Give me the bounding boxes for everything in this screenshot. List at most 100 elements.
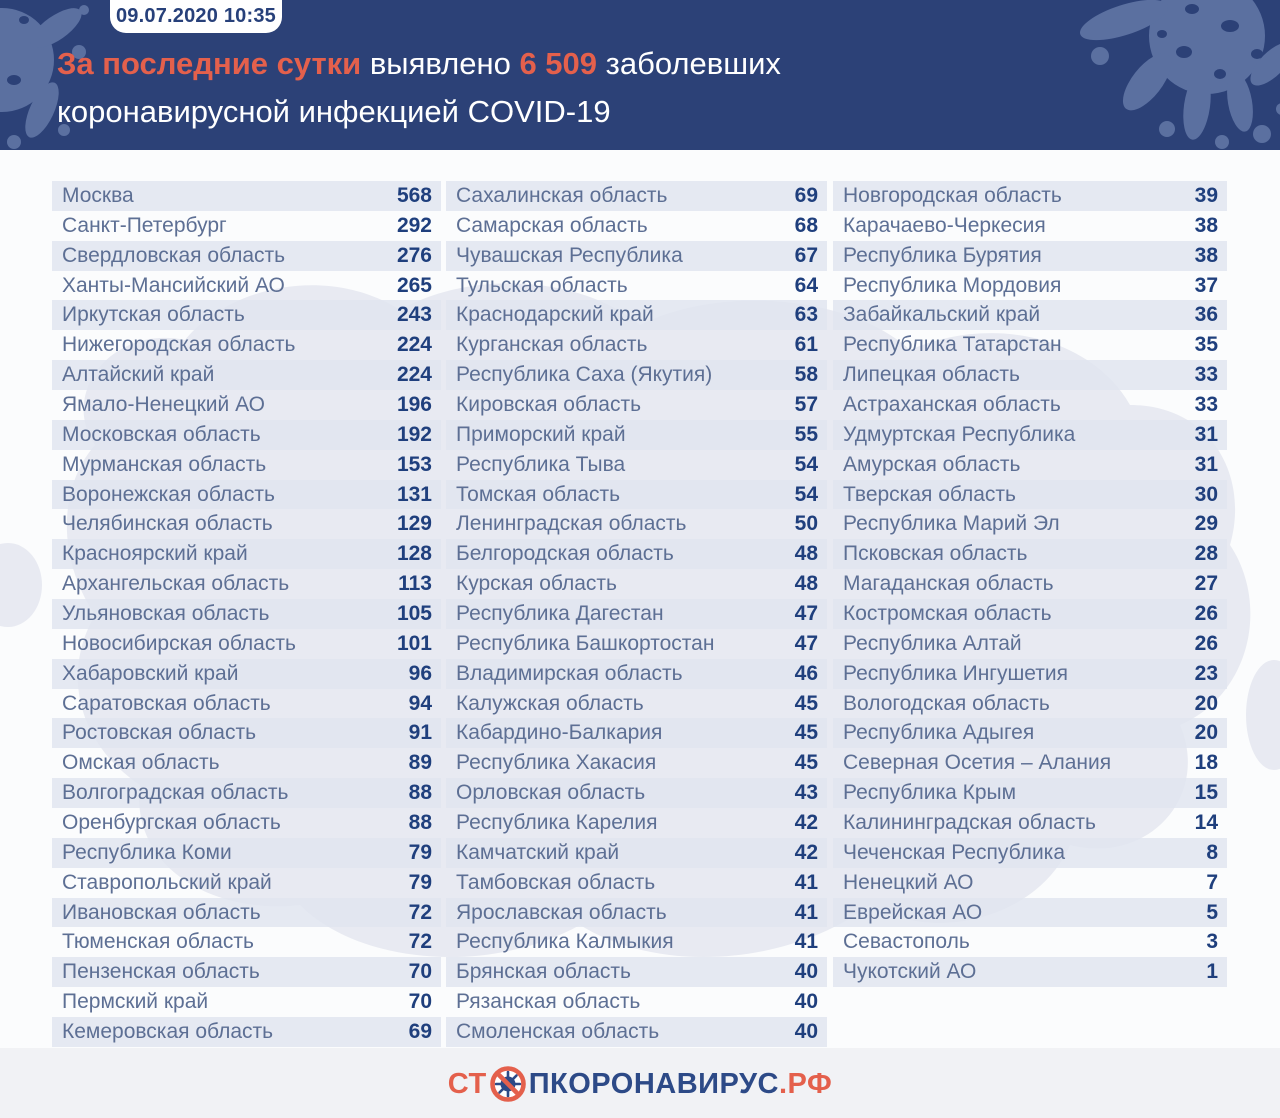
- table-row: Ростовская область 91: [52, 718, 441, 749]
- table-row: Ямало-Ненецкий АО 196: [52, 390, 441, 420]
- region-name: Костромская область: [843, 601, 1052, 625]
- region-case-count: 48: [794, 542, 818, 566]
- table-row: Республика Ингушетия 23: [833, 658, 1227, 689]
- table-row: Севастополь 3: [833, 927, 1227, 957]
- region-case-count: 42: [794, 840, 818, 864]
- region-case-count: 192: [396, 422, 432, 446]
- table-row: Чеченская Республика 8: [833, 837, 1227, 868]
- table-row: Смоленская область 40: [446, 1017, 827, 1047]
- table-row: Вологодская область 20: [833, 689, 1227, 719]
- region-case-count: 129: [396, 512, 432, 536]
- table-row: Волгоградская область 88: [52, 778, 441, 809]
- table-row: Томская область 54: [446, 479, 827, 510]
- table-row: Курганская область 61: [446, 330, 827, 360]
- region-case-count: 33: [1194, 363, 1218, 387]
- region-name: Псковская область: [843, 542, 1028, 566]
- table-row: Курская область 48: [446, 569, 827, 599]
- region-case-count: 45: [794, 691, 818, 715]
- region-name: Москва: [62, 183, 134, 207]
- region-case-count: 89: [408, 751, 432, 775]
- logo-suffix: .РФ: [778, 1067, 833, 1100]
- region-case-count: 41: [794, 900, 818, 924]
- table-row: Хабаровский край 96: [52, 658, 441, 689]
- table-row: Приморский край 55: [446, 419, 827, 450]
- region-case-count: 94: [408, 691, 432, 715]
- region-table-column-2: Сахалинская область 69 Самарская область 68…: [446, 181, 827, 1047]
- table-row: Республика Крым 15: [833, 778, 1227, 809]
- region-name: Свердловская область: [62, 243, 286, 267]
- table-row: Краснодарский край 63: [446, 300, 827, 331]
- table-row: Архангельская область 113: [52, 569, 441, 599]
- table-row: Республика Бурятия 38: [833, 240, 1227, 271]
- table-row: Челябинская область 129: [52, 509, 441, 539]
- region-case-count: 48: [794, 572, 818, 596]
- region-case-count: 41: [794, 870, 818, 894]
- region-case-count: 28: [1194, 542, 1218, 566]
- region-name: Забайкальский край: [843, 303, 1041, 327]
- region-name: Новгородская область: [843, 183, 1062, 207]
- table-row: Владимирская область 46: [446, 658, 827, 689]
- region-case-count: 41: [794, 930, 818, 954]
- region-case-count: 276: [396, 243, 432, 267]
- region-name: Кемеровская область: [62, 1019, 274, 1043]
- region-case-count: 224: [396, 363, 432, 387]
- region-case-count: 26: [1194, 631, 1218, 655]
- table-row: Республика Карелия 42: [446, 808, 827, 838]
- table-row: Рязанская область 40: [446, 987, 827, 1017]
- table-row: Ивановская область 72: [52, 897, 441, 928]
- region-case-count: 88: [408, 781, 432, 805]
- region-case-count: 20: [1194, 691, 1218, 715]
- table-row: Ярославская область 41: [446, 897, 827, 928]
- table-row: Московская область 192: [52, 419, 441, 450]
- region-case-count: 45: [794, 721, 818, 745]
- region-name: Республика Коми: [62, 840, 232, 864]
- table-row: Ненецкий АО 7: [833, 868, 1227, 898]
- region-name: Республика Дагестан: [456, 601, 664, 625]
- region-name: Томская область: [456, 482, 621, 506]
- table-row: Сахалинская область 69: [446, 181, 827, 211]
- region-case-count: 101: [396, 631, 432, 655]
- region-case-count: 27: [1194, 572, 1218, 596]
- region-case-count: 70: [408, 990, 432, 1014]
- table-row: Республика Мордовия 37: [833, 271, 1227, 301]
- region-case-count: 91: [408, 721, 432, 745]
- region-name: Пермский край: [62, 990, 209, 1014]
- region-name: Пензенская область: [62, 960, 260, 984]
- region-case-count: 38: [1194, 213, 1218, 237]
- region-case-count: 292: [396, 213, 432, 237]
- region-name: Тверская область: [843, 482, 1016, 506]
- region-case-count: 40: [794, 990, 818, 1014]
- region-case-count: 20: [1194, 721, 1218, 745]
- region-case-count: 67: [794, 243, 818, 267]
- region-name: Чувашская Республика: [456, 243, 683, 267]
- region-name: Смоленская область: [456, 1019, 660, 1043]
- table-row: Амурская область 31: [833, 450, 1227, 480]
- footer-band: [0, 1048, 1280, 1118]
- table-row: Забайкальский край 36: [833, 300, 1227, 331]
- region-case-count: 63: [794, 303, 818, 327]
- region-case-count: 196: [396, 392, 432, 416]
- table-row: Кабардино-Балкария 45: [446, 718, 827, 749]
- region-name: Республика Саха (Якутия): [456, 363, 713, 387]
- region-case-count: 568: [396, 183, 432, 207]
- region-name: Курская область: [456, 572, 617, 596]
- table-row: Республика Адыгея 20: [833, 718, 1227, 749]
- region-name: Мурманская область: [62, 452, 267, 476]
- table-row: Еврейская АО 5: [833, 897, 1227, 928]
- region-case-count: 47: [794, 631, 818, 655]
- region-name: Республика Марий Эл: [843, 512, 1060, 536]
- table-row: Белгородская область 48: [446, 539, 827, 570]
- region-name: Камчатский край: [456, 840, 620, 864]
- table-row: Ставропольский край 79: [52, 868, 441, 898]
- region-name: Краснодарский край: [456, 303, 654, 327]
- region-case-count: 5: [1206, 900, 1218, 924]
- table-row: Орловская область 43: [446, 778, 827, 809]
- region-case-count: 46: [794, 661, 818, 685]
- headline-plain1: выявлено: [361, 46, 520, 81]
- table-row: Воронежская область 131: [52, 479, 441, 510]
- headline-accent-period: За последние сутки: [57, 46, 362, 81]
- region-name: Сахалинская область: [456, 183, 668, 207]
- region-name: Тамбовская область: [456, 870, 656, 894]
- table-row: Санкт-Петербург 292: [52, 211, 441, 241]
- table-row: Республика Калмыкия 41: [446, 927, 827, 957]
